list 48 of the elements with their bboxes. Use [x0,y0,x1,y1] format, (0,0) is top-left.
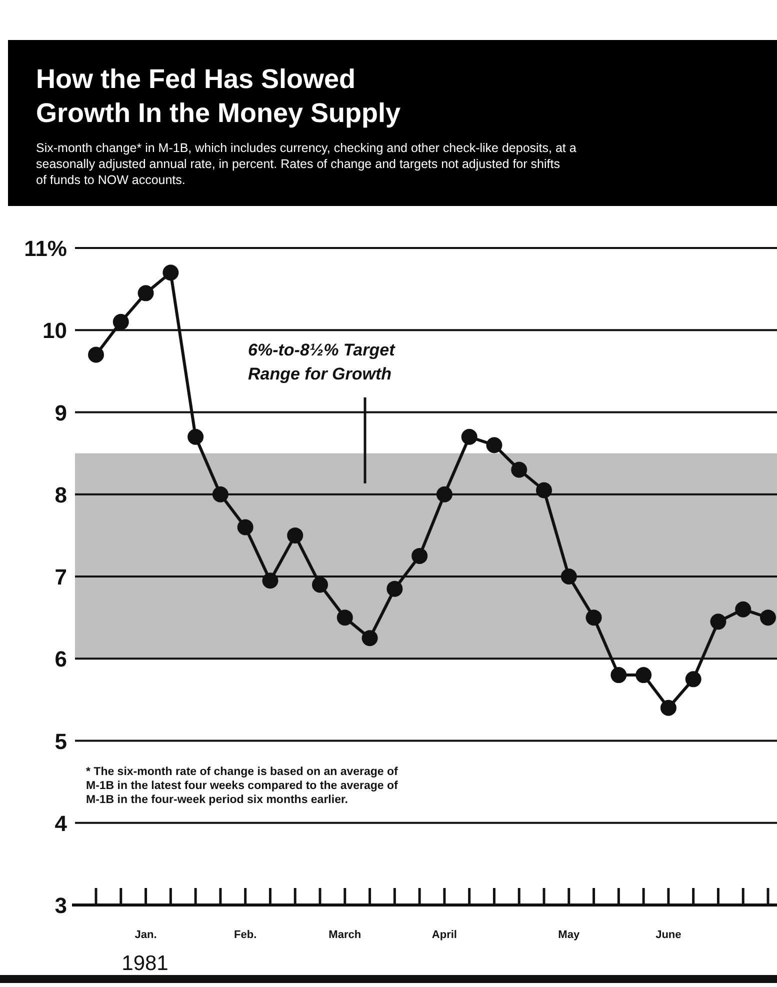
point [710,614,726,630]
point [511,462,528,478]
x-tick-label: May [558,929,580,941]
y-tick-label: 9 [54,400,67,426]
point [685,671,702,688]
point [461,428,478,445]
y-tick-label: 5 [54,728,67,754]
point [88,346,104,363]
point [212,486,228,502]
point [760,610,776,626]
point [735,601,752,618]
chart-title: How the Fed Has Slowed Growth In the Money Supply [36,64,400,128]
point [312,576,328,593]
point [112,314,129,330]
point [486,437,502,454]
point [636,667,652,684]
y-tick-label: 7 [54,564,67,590]
x-tick-label: Feb. [234,929,257,941]
point [536,482,552,498]
point [336,610,353,626]
point [138,285,154,302]
point [610,667,627,684]
x-axis-title: 1981 [122,952,168,975]
annotation: * The six-month rate of change is based on an average of M-1B in the latest four weeks compared to the average of M-1B in the four-week period six months earlier. [86,766,398,806]
x-tick-label: June [656,929,682,941]
y-tick-label: 11% [24,236,67,261]
point [412,548,428,564]
x-tick-label: March [328,929,362,941]
chart-subtitle: Six-month change* in M-1B, which includes currency, checking and other check-like deposits, at a seasonally adjusted annual rate, in percent. Rates of change and targets not adjusted for shifts of funds to NOW accounts. [36,141,576,187]
point [287,527,304,544]
point [436,486,452,502]
y-tick-label: 10 [42,318,67,344]
point [560,568,577,584]
point [386,580,403,597]
y-tick-label: 6 [54,646,67,672]
point [237,519,254,536]
y-tick-label: 4 [54,810,68,836]
point [262,572,278,589]
point [162,264,179,281]
x-tick-label: April [432,929,457,941]
band-label: 6%-to-8½% Target Range for Growth [248,340,396,384]
point [362,630,378,646]
x-tick-label: Jan. [134,929,157,941]
y-tick-label: 3 [54,893,67,918]
point [188,428,204,445]
y-tick-label: 8 [54,482,67,508]
point [660,700,676,716]
point [586,610,602,626]
